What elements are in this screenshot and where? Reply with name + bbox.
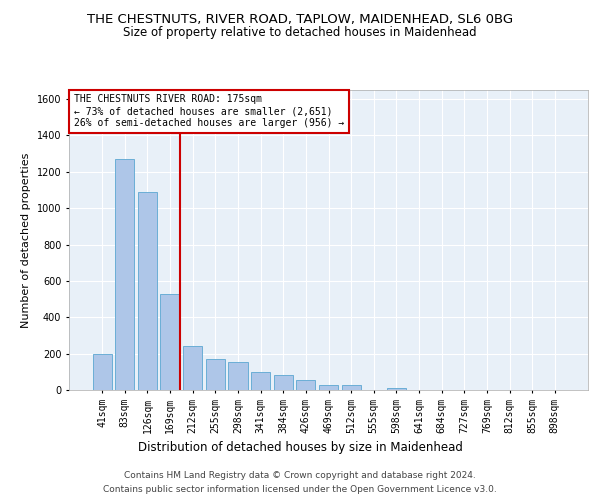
Bar xyxy=(229,362,248,390)
Y-axis label: Number of detached properties: Number of detached properties xyxy=(21,152,31,328)
Bar xyxy=(183,346,202,390)
Bar xyxy=(160,294,180,390)
Text: Contains HM Land Registry data © Crown copyright and database right 2024.: Contains HM Land Registry data © Crown c… xyxy=(124,472,476,480)
Text: Size of property relative to detached houses in Maidenhead: Size of property relative to detached ho… xyxy=(123,26,477,39)
Bar xyxy=(274,374,293,390)
Bar xyxy=(341,384,361,390)
Bar xyxy=(319,384,338,390)
Bar xyxy=(296,380,316,390)
Bar xyxy=(251,372,270,390)
Text: THE CHESTNUTS RIVER ROAD: 175sqm
← 73% of detached houses are smaller (2,651)
26: THE CHESTNUTS RIVER ROAD: 175sqm ← 73% o… xyxy=(74,94,344,128)
Bar xyxy=(115,159,134,390)
Bar xyxy=(206,359,225,390)
Text: Contains public sector information licensed under the Open Government Licence v3: Contains public sector information licen… xyxy=(103,484,497,494)
Bar xyxy=(138,192,157,390)
Bar xyxy=(92,354,112,390)
Bar xyxy=(387,388,406,390)
Text: Distribution of detached houses by size in Maidenhead: Distribution of detached houses by size … xyxy=(137,441,463,454)
Text: THE CHESTNUTS, RIVER ROAD, TAPLOW, MAIDENHEAD, SL6 0BG: THE CHESTNUTS, RIVER ROAD, TAPLOW, MAIDE… xyxy=(87,12,513,26)
